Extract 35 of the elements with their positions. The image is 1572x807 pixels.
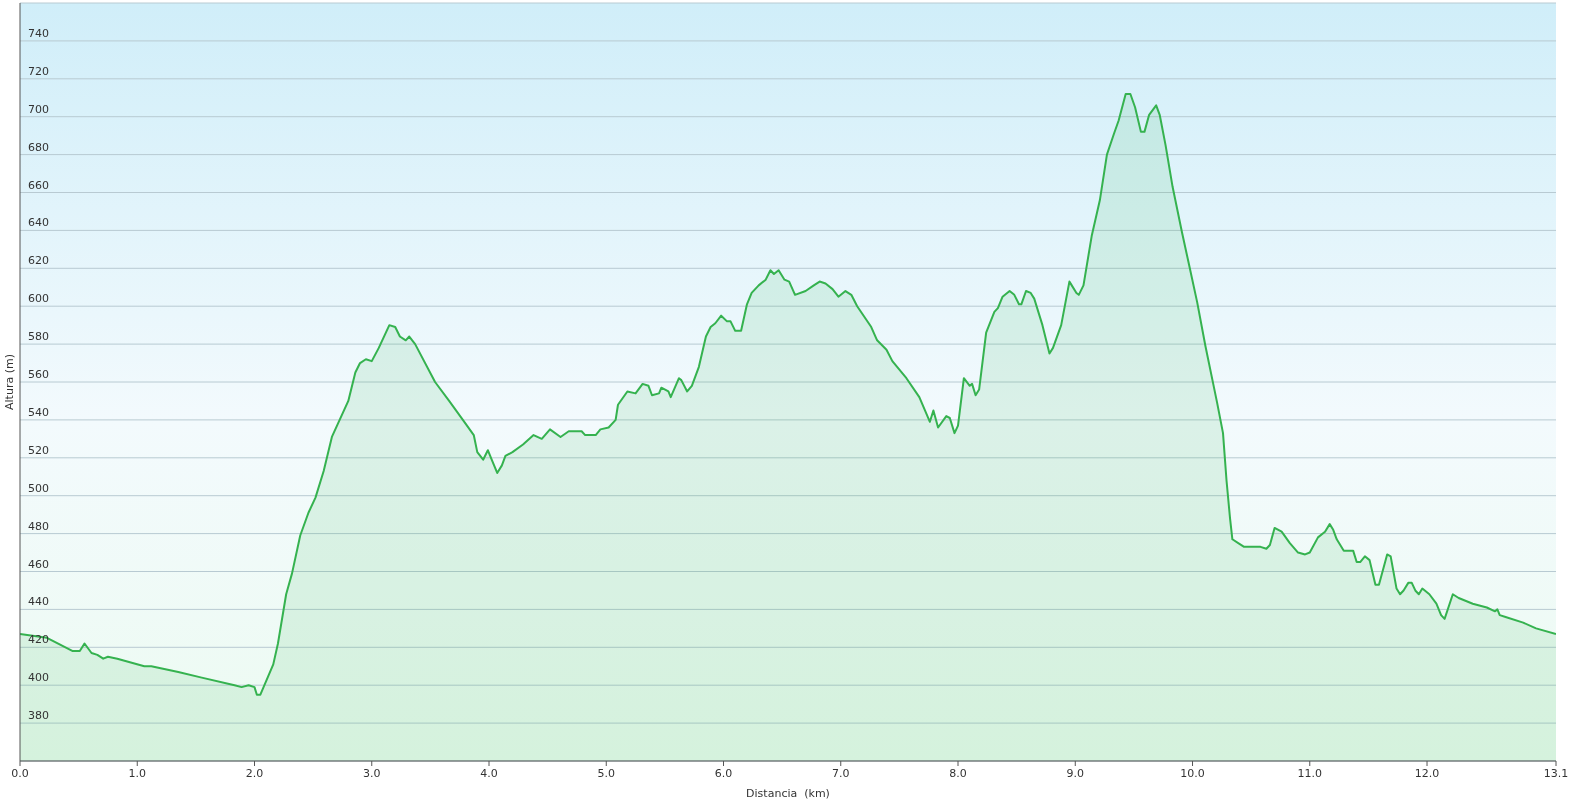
x-tick-label: 13.1 <box>1543 766 1569 780</box>
y-tick-label: 500 <box>28 481 49 495</box>
x-tick-label: 10.0 <box>1180 766 1205 780</box>
y-tick-label: 680 <box>28 140 49 154</box>
y-tick-label: 600 <box>28 292 49 306</box>
x-tick-label: 12.0 <box>1414 766 1440 780</box>
y-tick-label: 620 <box>28 254 49 268</box>
x-tick-label: 11.0 <box>1297 766 1323 780</box>
y-tick-label: 520 <box>28 443 49 457</box>
x-tick-label: 6.0 <box>714 766 733 780</box>
y-tick-label: 400 <box>28 671 49 685</box>
y-tick-label: 660 <box>28 178 49 192</box>
y-tick-label: 440 <box>28 595 49 609</box>
x-axis-title: Distancia (km) <box>746 786 830 800</box>
y-tick-label: 740 <box>28 26 49 40</box>
y-tick-label: 560 <box>28 368 49 381</box>
y-tick-label: 380 <box>28 709 49 723</box>
y-tick-label: 700 <box>28 102 49 116</box>
y-tick-label: 420 <box>28 633 49 647</box>
x-tick-label: 9.0 <box>1066 766 1085 780</box>
y-axis-title: Altura (m) <box>2 354 16 410</box>
y-tick-label: 480 <box>28 519 49 533</box>
x-tick-label: 1.0 <box>128 766 146 780</box>
y-tick-label: 460 <box>28 557 49 571</box>
x-tick-label: 2.0 <box>245 766 264 780</box>
y-tick-label: 540 <box>28 405 49 419</box>
x-tick-label: 3.0 <box>363 766 381 780</box>
x-tick-label: 5.0 <box>597 766 616 780</box>
y-tick-label: 580 <box>28 330 49 344</box>
x-tick-label: 7.0 <box>832 766 850 780</box>
x-tick-label: 4.0 <box>480 766 498 780</box>
y-tick-label: 720 <box>28 64 49 78</box>
y-tick-label: 640 <box>28 216 49 230</box>
x-tick-label: 8.0 <box>949 766 967 780</box>
x-tick-label: 0.0 <box>11 766 29 780</box>
